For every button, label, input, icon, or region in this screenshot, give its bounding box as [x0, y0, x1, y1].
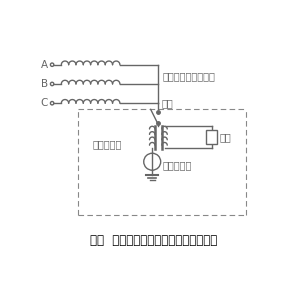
Text: 图四  发电机中性点接地电阻工作原理图: 图四 发电机中性点接地电阻工作原理图 [90, 234, 218, 247]
Text: A: A [41, 60, 48, 70]
Bar [206, 130, 217, 144]
Text: 接地变压器: 接地变压器 [93, 139, 122, 149]
Text: 电流互感器: 电流互感器 [163, 160, 192, 170]
Text: 电阻: 电阻 [219, 132, 231, 142]
Text: 发电机定子三相绕组: 发电机定子三相绕组 [162, 71, 215, 81]
Text: C: C [41, 98, 48, 108]
Text: 刀闸: 刀闸 [161, 99, 173, 109]
Text: B: B [41, 79, 48, 89]
